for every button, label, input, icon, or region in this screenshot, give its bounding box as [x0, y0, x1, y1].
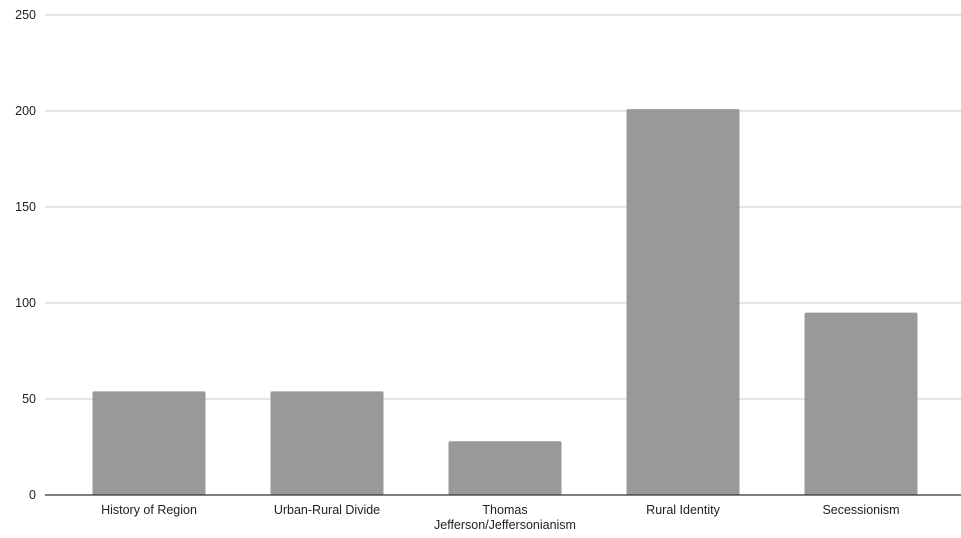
- x-tick-label-line: Rural Identity: [646, 503, 720, 517]
- y-tick-label: 150: [15, 200, 36, 214]
- x-tick-label: Rural Identity: [646, 503, 720, 517]
- bar: [804, 312, 918, 495]
- x-tick-label-line: Thomas: [482, 503, 527, 517]
- x-tick-label-line: Jefferson/Jeffersonianism: [434, 518, 576, 532]
- y-tick-label: 50: [22, 392, 36, 406]
- x-tick-label-line: Urban-Rural Divide: [274, 503, 380, 517]
- y-tick-labels: 0 50 100 150 200 250: [15, 8, 36, 502]
- x-tick-labels: History of Region Urban-Rural Divide Thoma…: [101, 503, 900, 532]
- y-tick-label: 250: [15, 8, 36, 22]
- y-tick-label: 0: [29, 488, 36, 502]
- bar: [270, 391, 384, 495]
- x-tick-label: Thomas Jefferson/Jeffersonianism: [434, 503, 576, 532]
- bar: [92, 391, 206, 495]
- y-tick-label: 200: [15, 104, 36, 118]
- x-tick-label-line: History of Region: [101, 503, 197, 517]
- x-tick-label: History of Region: [101, 503, 197, 517]
- bars: [92, 109, 918, 495]
- y-tick-label: 100: [15, 296, 36, 310]
- x-tick-label: Secessionism: [822, 503, 899, 517]
- x-tick-label: Urban-Rural Divide: [274, 503, 380, 517]
- bar: [448, 441, 562, 495]
- bar: [626, 109, 740, 495]
- x-tick-label-line: Secessionism: [822, 503, 899, 517]
